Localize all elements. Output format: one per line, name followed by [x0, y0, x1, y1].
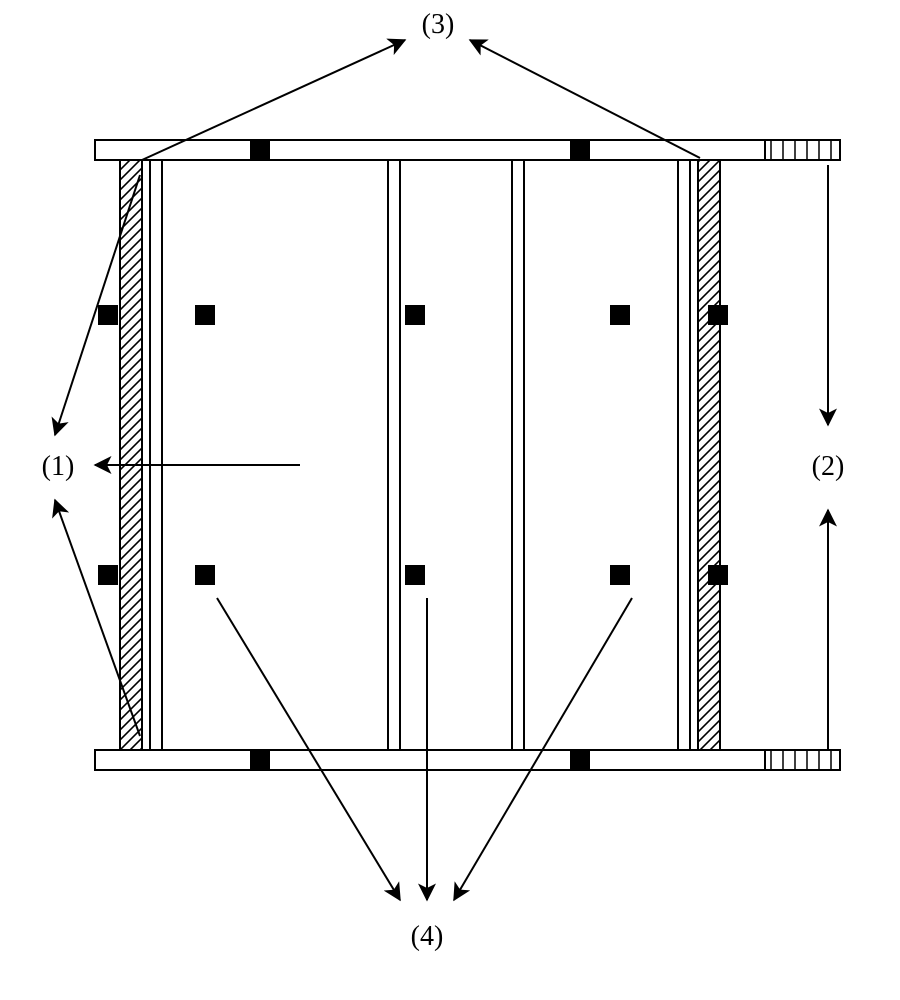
label-left: (1) [42, 451, 75, 482]
main-body [120, 160, 720, 750]
marker-square-13 [570, 750, 590, 770]
technical-diagram: (3) (1) (2) (4) [0, 0, 900, 1000]
marker-square-9 [405, 565, 425, 585]
right-stub-0 [765, 140, 840, 160]
bottom-plate [95, 750, 765, 770]
hatched-column-0 [120, 160, 142, 750]
hatched-column-1 [698, 160, 720, 750]
marker-square-2 [98, 305, 118, 325]
marker-square-5 [610, 305, 630, 325]
marker-square-4 [405, 305, 425, 325]
marker-square-0 [250, 140, 270, 160]
marker-square-8 [195, 565, 215, 585]
marker-square-6 [708, 305, 728, 325]
top-plate [95, 140, 765, 160]
label-top: (3) [422, 9, 455, 40]
marker-square-7 [98, 565, 118, 585]
marker-square-1 [570, 140, 590, 160]
label-right: (2) [812, 451, 845, 482]
marker-square-3 [195, 305, 215, 325]
right-stub-1 [765, 750, 840, 770]
label-bottom: (4) [411, 921, 444, 952]
marker-square-10 [610, 565, 630, 585]
marker-square-11 [708, 565, 728, 585]
marker-square-12 [250, 750, 270, 770]
